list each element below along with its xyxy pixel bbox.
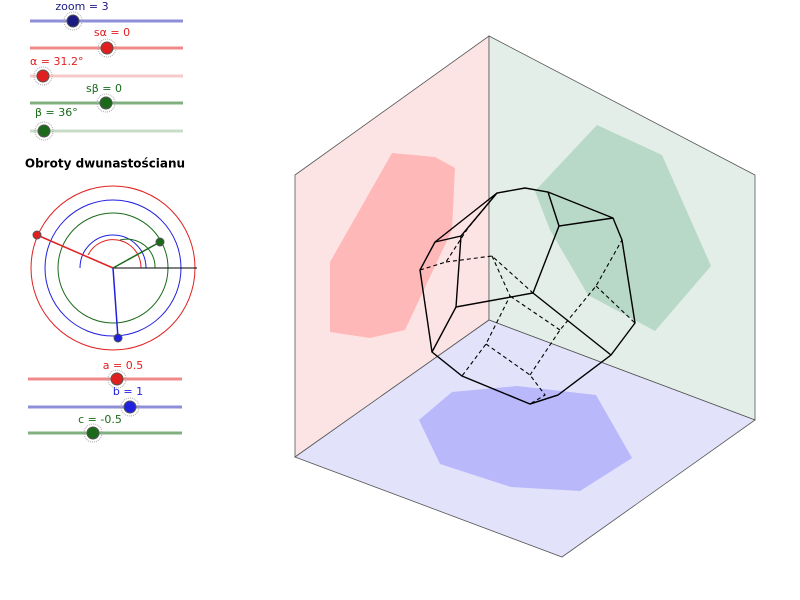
scene-3d	[294, 35, 756, 558]
slider-label: β = 36°	[35, 106, 78, 119]
slider[interactable]: sβ = 0	[30, 82, 183, 113]
slider[interactable]: β = 36°	[30, 106, 183, 141]
slider-label: b = 1	[113, 385, 143, 398]
slider[interactable]: sα = 0	[30, 26, 183, 58]
slider-label: c = -0.5	[78, 413, 122, 426]
title: Obroty dwunastościanu	[25, 157, 185, 171]
slider-label: α = 31.2°	[30, 55, 83, 68]
slider[interactable]: zoom = 3	[30, 0, 183, 31]
dodecahedron	[419, 187, 636, 405]
slider-label: sβ = 0	[86, 82, 122, 95]
slider[interactable]: α = 31.2°	[30, 55, 183, 86]
slider-label: a = 0.5	[103, 359, 143, 372]
slider-label: zoom = 3	[55, 0, 108, 13]
rotation-diagram	[30, 185, 197, 351]
slider-label: sα = 0	[94, 26, 130, 39]
slider[interactable]: a = 0.5	[28, 359, 182, 389]
slider[interactable]: c = -0.5	[28, 413, 182, 443]
slider[interactable]: b = 1	[28, 385, 182, 417]
